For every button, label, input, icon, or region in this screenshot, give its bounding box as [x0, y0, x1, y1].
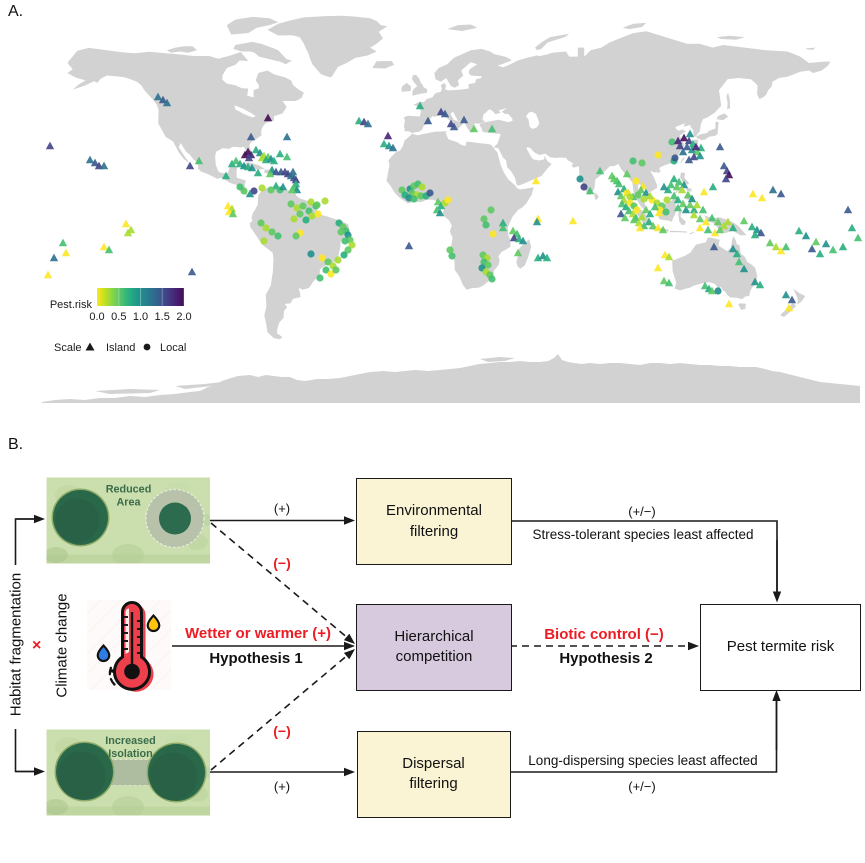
- svg-text:Local: Local: [160, 342, 186, 354]
- svg-text:1.5: 1.5: [155, 311, 170, 323]
- svg-text:Isolation: Isolation: [108, 748, 152, 760]
- svg-text:Area: Area: [116, 497, 141, 509]
- svg-text:Reduced: Reduced: [106, 484, 152, 496]
- svg-text:0.0: 0.0: [89, 311, 104, 323]
- svg-text:0.5: 0.5: [111, 311, 126, 323]
- svg-text:1.0: 1.0: [133, 311, 148, 323]
- svg-text:2.0: 2.0: [176, 311, 191, 323]
- svg-text:Island: Island: [106, 342, 135, 354]
- svg-text:Increased: Increased: [105, 735, 155, 747]
- svg-text:Scale: Scale: [54, 342, 82, 354]
- svg-text:Pest.risk: Pest.risk: [50, 299, 93, 311]
